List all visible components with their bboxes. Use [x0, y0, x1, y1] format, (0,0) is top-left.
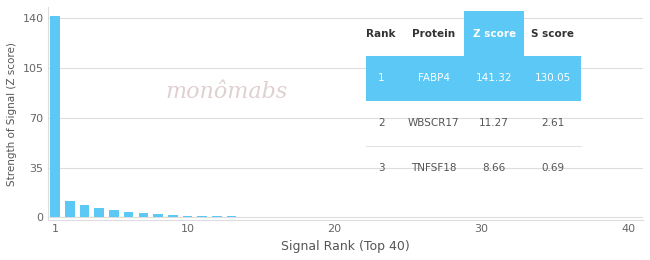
- Y-axis label: Strength of Signal (Z score): Strength of Signal (Z score): [7, 42, 17, 186]
- Bar: [124, 212, 133, 217]
- Text: 130.05: 130.05: [534, 73, 571, 83]
- Bar: [138, 213, 148, 217]
- Text: monômabs: monômabs: [165, 81, 287, 103]
- Text: 2: 2: [378, 118, 384, 128]
- Bar: [212, 216, 222, 217]
- Bar: [168, 215, 177, 217]
- Text: 3: 3: [378, 163, 384, 173]
- Bar: [198, 216, 207, 217]
- Text: 11.27: 11.27: [479, 118, 509, 128]
- Bar: [94, 208, 104, 217]
- X-axis label: Signal Rank (Top 40): Signal Rank (Top 40): [281, 240, 410, 253]
- Bar: [109, 210, 119, 217]
- Text: 141.32: 141.32: [476, 73, 512, 83]
- Bar: [65, 202, 75, 217]
- Text: 1: 1: [378, 73, 384, 83]
- Bar: [153, 214, 162, 217]
- Text: Rank: Rank: [367, 29, 396, 39]
- Text: 2.61: 2.61: [541, 118, 564, 128]
- Text: TNFSF18: TNFSF18: [411, 163, 456, 173]
- Text: WBSCR17: WBSCR17: [408, 118, 460, 128]
- Bar: [183, 216, 192, 217]
- Text: 8.66: 8.66: [482, 163, 506, 173]
- Text: Z score: Z score: [473, 29, 516, 39]
- Text: Protein: Protein: [412, 29, 455, 39]
- Bar: [50, 16, 60, 217]
- Text: FABP4: FABP4: [417, 73, 450, 83]
- Text: S score: S score: [531, 29, 574, 39]
- Bar: [80, 205, 89, 217]
- Text: 0.69: 0.69: [541, 163, 564, 173]
